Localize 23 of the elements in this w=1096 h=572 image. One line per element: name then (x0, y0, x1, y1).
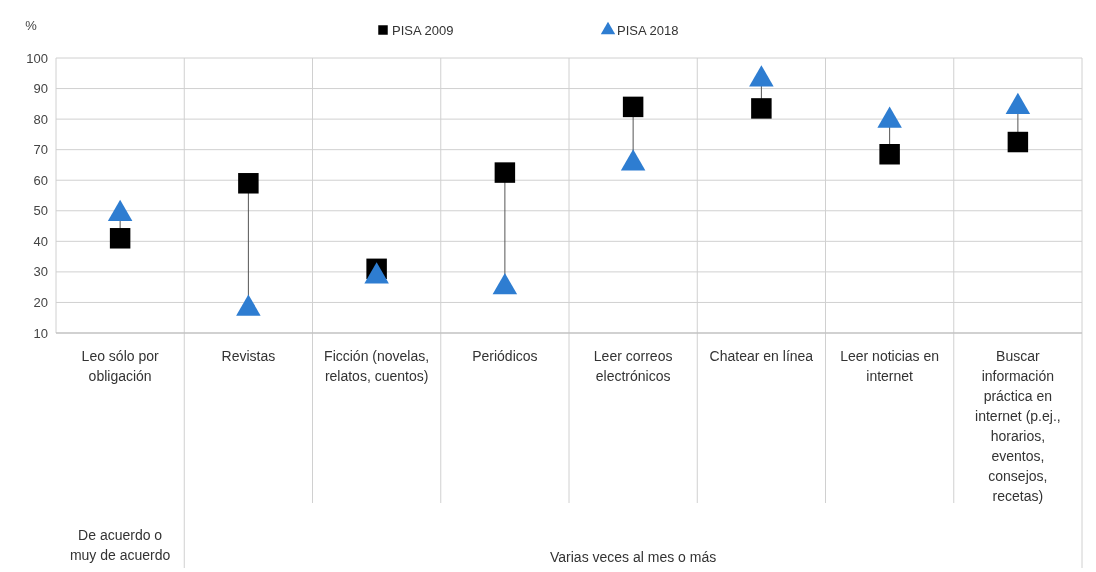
y-tick-label: 80 (33, 111, 48, 127)
y-tick-label: 10 (33, 325, 48, 341)
y-tick-label: 20 (33, 294, 48, 310)
x-tick-label: Leer correos electrónicos (593, 348, 673, 384)
text: Varias veces al mes o más (550, 549, 717, 565)
y-tick-label: 60 (33, 172, 48, 188)
x-tick-label: Buscar información práctica en internet (p.ej., horarios, eventos, consejos, recetas) (975, 348, 1061, 504)
x-tick-label: Periódicos (472, 348, 538, 364)
x-tick-label: Chatear en línea (709, 348, 814, 364)
text: De acuerdo o muy de acuerdo (69, 527, 171, 563)
y-tick-label: 90 (33, 81, 48, 97)
x-tick-label: Leer noticias en internet (840, 348, 940, 384)
legend-label: PISA 2018 (617, 22, 679, 38)
x-tick-label: Ficción (novelas, relatos, cuentos) (324, 348, 430, 384)
y-tick-label: 70 (33, 142, 48, 158)
y-tick-label: 50 (33, 203, 48, 219)
x-tick-label: Leo sólo por obligación (81, 348, 159, 384)
legend-label: PISA 2009 (392, 22, 454, 38)
y-tick-label: 100 (26, 50, 48, 66)
y-tick-label: 40 (33, 233, 48, 249)
x-tick-label: Revistas (221, 348, 276, 364)
y-axis-title: % (25, 18, 38, 33)
y-tick-label: 30 (33, 264, 48, 280)
